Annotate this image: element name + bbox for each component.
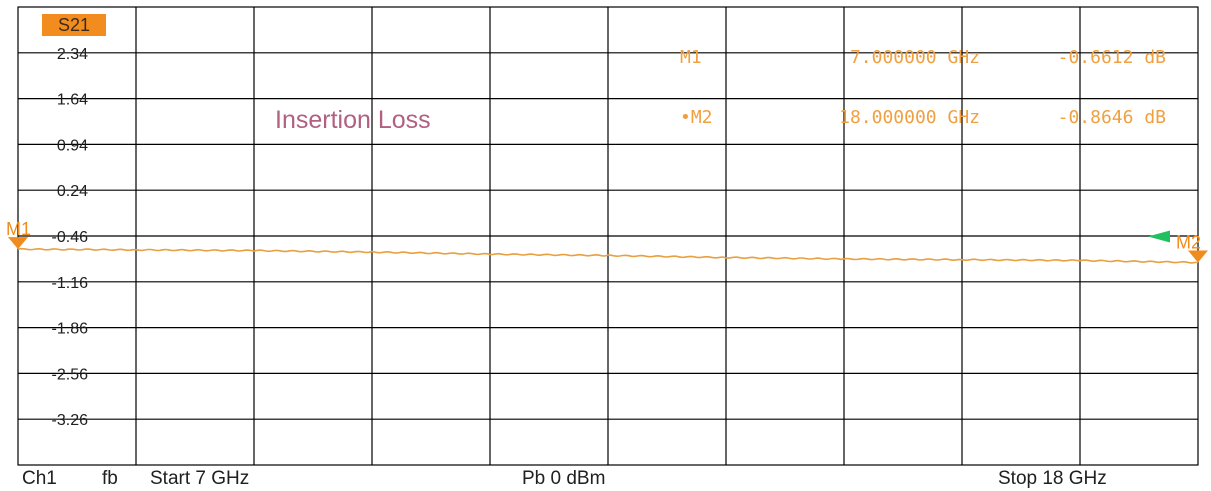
marker-frequency: 7.000000 GHz [849, 47, 980, 68]
power-level[interactable]: Pb 0 dBm [522, 468, 606, 489]
markers: M1 M2 [6, 219, 1208, 263]
status-footer: Ch1 fb Start 7 GHz Pb 0 dBm Stop 18 GHz [0, 468, 1211, 491]
y-tick-label: 2.34 [57, 46, 88, 63]
marker-readout: M1 7.000000 GHz -0.6612 dB •M2 18.000000… [680, 8, 1200, 148]
marker-triangle-m2 [1188, 250, 1208, 263]
y-tick-label: 1.64 [57, 92, 88, 109]
marker-label: M2 [1176, 232, 1201, 252]
trace-line [17, 247, 1198, 264]
active-marker-arrow [1148, 230, 1170, 243]
y-tick-labels: 2.34 1.64 0.94 0.24 -0.46 -1.16 -1.86 -2.56 -3.2… [52, 46, 89, 429]
marker-label: M1 [6, 219, 31, 239]
marker-frequency: 18.000000 GHz [839, 107, 980, 128]
marker-value: -0.8646 dB [1057, 107, 1166, 128]
mode-label: fb [102, 468, 118, 489]
marker-name: M1 [680, 47, 702, 68]
grid [17, 6, 1199, 466]
y-tick-label: -1.86 [52, 321, 89, 338]
y-tick-label: -3.26 [52, 412, 89, 429]
y-tick-label: -1.16 [52, 275, 89, 292]
marker-value: -0.6612 dB [1057, 47, 1166, 68]
chart-annotation: Insertion Loss [275, 106, 431, 134]
channel-label[interactable]: Ch1 [22, 468, 57, 489]
trace-label-badge[interactable]: S21 [42, 14, 106, 36]
marker-name-text: M2 [690, 107, 713, 128]
y-tick-label: -0.46 [52, 229, 89, 246]
y-tick-label: -2.56 [52, 366, 89, 383]
marker-row-m1[interactable]: M1 7.000000 GHz -0.6612 dB [680, 48, 1200, 68]
y-tick-label: 0.94 [57, 137, 88, 154]
stop-frequency[interactable]: Stop 18 GHz [998, 468, 1107, 489]
marker-row-m2[interactable]: •M2 18.000000 GHz -0.8646 dB [680, 108, 1200, 128]
marker-name: •M2 [680, 107, 713, 128]
trace-s21 [17, 247, 1198, 264]
marker-triangle-m1 [8, 237, 28, 250]
start-frequency[interactable]: Start 7 GHz [150, 468, 250, 489]
y-tick-label: 0.24 [57, 183, 88, 200]
